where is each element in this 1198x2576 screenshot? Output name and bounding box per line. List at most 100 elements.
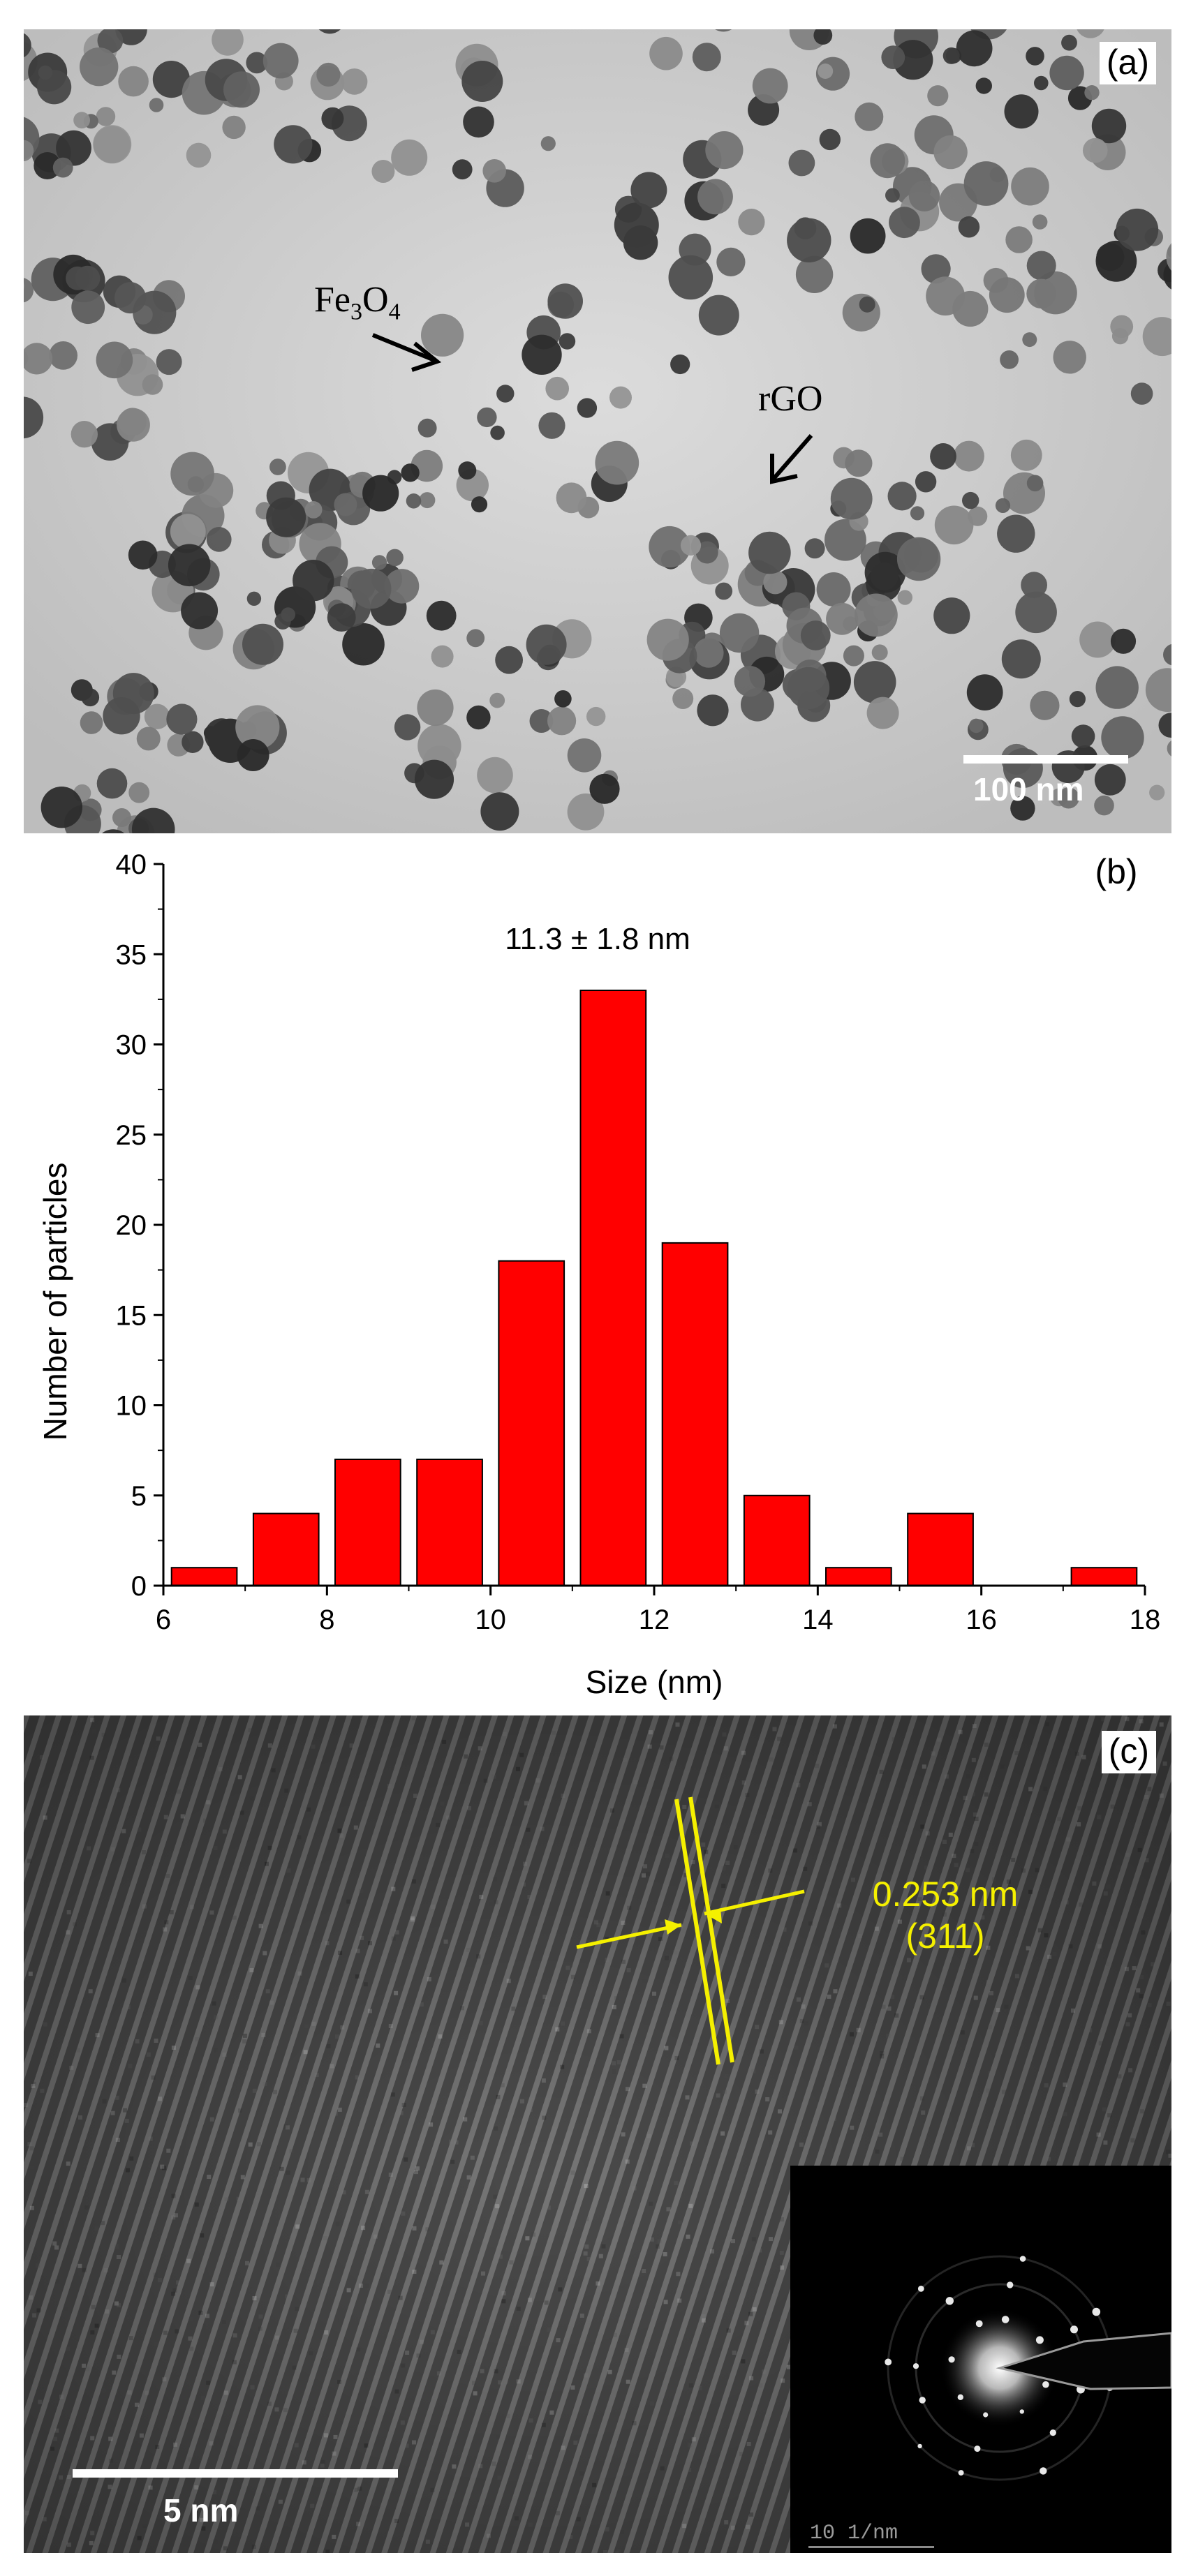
nanoparticle <box>262 43 299 79</box>
diffraction-spot <box>957 2394 963 2400</box>
nanoparticle <box>128 540 158 570</box>
size-histogram-chart: 6 8 10 12 14 16 18 0 5 10 15 20 25 30 35 40 11.3 ± 1.8 … <box>37 844 1169 1700</box>
diffraction-spot <box>1040 2467 1047 2475</box>
nanoparticle <box>386 549 404 567</box>
nanoparticle <box>1001 639 1041 679</box>
nanoparticle <box>933 135 968 170</box>
panel-label-c: (c) <box>1101 1731 1156 1773</box>
nanoparticle <box>56 130 91 166</box>
x-tick-label: 8 <box>319 1605 334 1635</box>
lattice-spacing-value: 0.253 nm <box>872 1875 1019 1914</box>
nanoparticle <box>266 497 306 537</box>
diffraction-spot <box>958 2470 964 2476</box>
nanoparticle <box>246 591 262 606</box>
histogram-bar <box>825 1567 892 1586</box>
diffraction-spot <box>1070 2325 1078 2334</box>
nanoparticle <box>567 793 605 831</box>
nanoparticle <box>80 711 103 734</box>
nanoparticle <box>417 724 461 768</box>
nanoparticle <box>128 782 150 803</box>
nanoparticle <box>136 727 161 751</box>
nanoparticle <box>1167 740 1171 757</box>
nanoparticle <box>477 757 513 794</box>
diffraction-spot <box>917 2443 922 2449</box>
nanoparticle <box>668 255 713 300</box>
nanoparticle <box>893 40 933 80</box>
diffraction-spot <box>975 2320 983 2328</box>
nanoparticle <box>431 645 454 668</box>
nanoparticle <box>1158 713 1171 738</box>
nanoparticle <box>458 461 477 480</box>
nanoparticle <box>96 768 128 799</box>
nanoparticle <box>149 98 164 112</box>
mean-size-annotation: 11.3 ± 1.8 nm <box>505 922 690 956</box>
nanoparticle <box>1083 137 1108 163</box>
nanoparticle <box>316 62 341 87</box>
nanoparticle <box>334 493 357 516</box>
nanoparticle <box>930 443 956 470</box>
nanoparticle <box>698 295 739 336</box>
diffraction-spot <box>885 2358 892 2366</box>
nanoparticle <box>66 266 90 290</box>
y-tick-label: 20 <box>116 1210 147 1241</box>
nanoparticle <box>934 505 974 545</box>
nanoparticle <box>649 36 683 70</box>
nanoparticle <box>281 607 296 622</box>
nanoparticle <box>482 159 506 183</box>
nanoparticle <box>1110 628 1137 654</box>
nanoparticle <box>1058 787 1079 809</box>
nanoparticle <box>871 644 888 661</box>
histogram-bar <box>170 1567 238 1586</box>
nanoparticle <box>117 408 150 442</box>
nanoparticle <box>401 463 420 482</box>
nanoparticle <box>787 218 831 262</box>
nanoparticle <box>885 188 900 203</box>
nanoparticle <box>850 218 886 254</box>
nanoparticle <box>1079 621 1116 658</box>
nanoparticle <box>341 68 368 95</box>
nanoparticle <box>697 694 729 727</box>
nanoparticle <box>926 276 965 316</box>
nanoparticle <box>1004 94 1039 129</box>
nanoparticle <box>889 207 920 239</box>
nanoparticle <box>1116 208 1159 251</box>
nanoparticle <box>1166 243 1171 271</box>
nanoparticle <box>843 645 864 667</box>
nanoparticle <box>1130 382 1153 405</box>
nanoparticle <box>24 278 34 303</box>
nanoparticle <box>34 152 61 179</box>
nanoparticle <box>1049 55 1084 91</box>
nanoparticle <box>421 313 464 357</box>
nanoparticle <box>540 136 556 151</box>
nanoparticle <box>419 492 436 509</box>
fe3o4-arrow <box>371 333 436 362</box>
nanoparticle <box>73 112 90 129</box>
panel-label-b: (b) <box>1095 852 1137 891</box>
nanoparticle <box>71 421 98 448</box>
nanoparticle <box>242 623 283 665</box>
nanoparticle <box>826 602 859 635</box>
nanoparticle <box>235 705 280 750</box>
histogram-bar <box>334 1459 401 1586</box>
nanoparticle <box>1026 278 1056 309</box>
nanoparticle <box>115 29 147 45</box>
y-tick-label: 10 <box>116 1391 147 1422</box>
nanoparticle <box>963 161 1009 206</box>
nanoparticle <box>692 43 721 72</box>
nanoparticle <box>896 537 941 581</box>
diffraction-spot <box>912 2363 919 2369</box>
nanoparticle <box>52 157 73 178</box>
nanoparticle <box>547 706 577 736</box>
nanoparticle <box>269 459 286 475</box>
nanoparticle <box>24 396 44 439</box>
nanoparticle <box>318 29 341 34</box>
nanoparticle <box>466 629 485 648</box>
nanoparticle <box>170 514 206 550</box>
nanoparticle <box>995 498 1011 514</box>
nanoparticle <box>212 29 244 56</box>
nanoparticle <box>71 290 105 325</box>
nanoparticle <box>1142 317 1171 357</box>
x-tick-label: 6 <box>156 1605 171 1635</box>
nanoparticle <box>1094 795 1114 816</box>
diffraction-spot <box>1035 2336 1044 2344</box>
